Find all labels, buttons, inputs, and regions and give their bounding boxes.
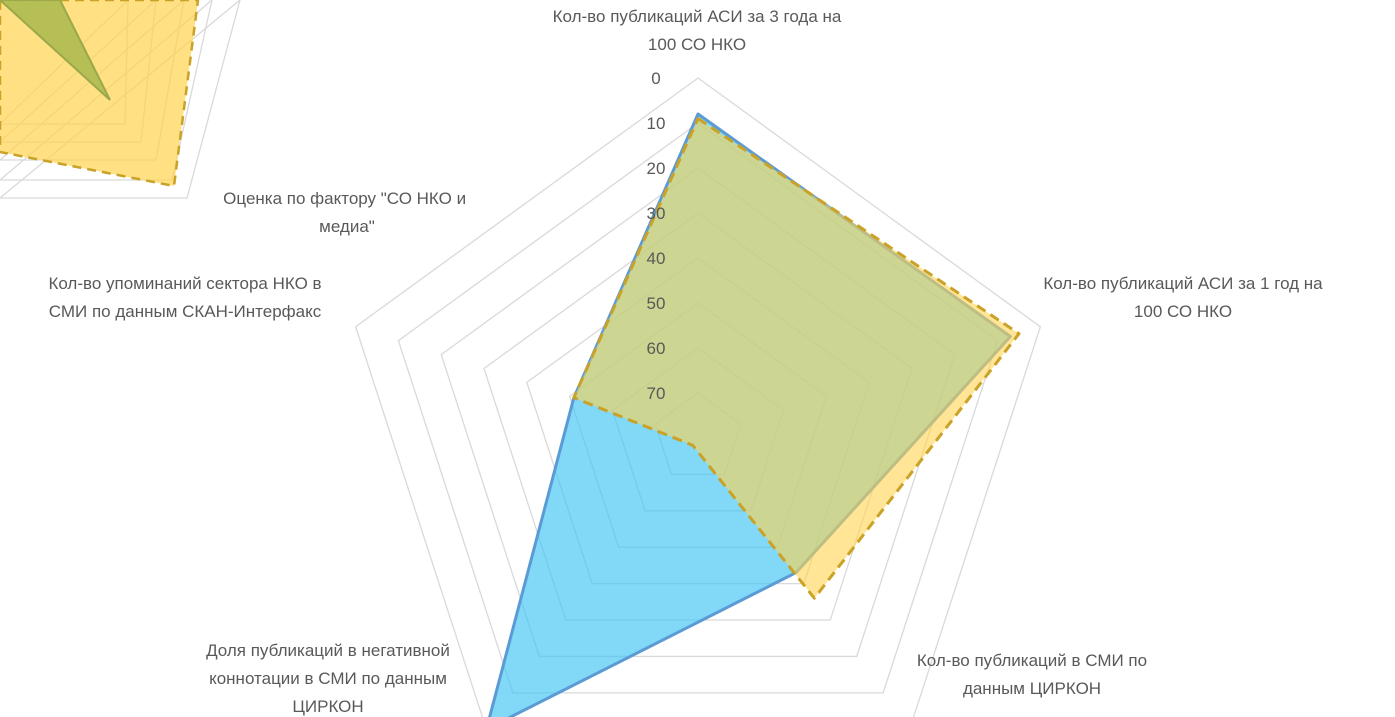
grid-ring-0 [354, 77, 1042, 717]
category-label-0: Кол-во публикаций АСИ за 3 года на 100 СО… [553, 7, 842, 54]
tick-label-30: 30 [647, 204, 666, 223]
tick-label-50: 50 [647, 294, 666, 313]
tick-label-10: 10 [647, 114, 666, 133]
tick-label-70: 70 [647, 384, 666, 403]
tick-label-20: 20 [647, 159, 666, 178]
tick-label-0: 0 [651, 69, 660, 88]
factor-score-label: Оценка по фактору "СО НКО и медиа" [223, 189, 471, 236]
tick-label-60: 60 [647, 339, 666, 358]
radial-tick-labels: 0 10 20 30 40 50 60 70 [647, 69, 666, 403]
category-labels: Кол-во публикаций АСИ за 3 года на 100 СО… [48, 7, 1323, 716]
radar-series [488, 112, 1021, 717]
tick-label-40: 40 [647, 249, 666, 268]
category-label-3: Доля публикаций в негативной коннотации в… [206, 641, 450, 716]
category-label-4: Кол-во упоминаний сектора НКО в СМИ по да… [48, 274, 321, 321]
category-label-2: Кол-во публикаций в СМИ по данным ЦИРКОН [917, 651, 1147, 698]
series-yellow-area [572, 117, 1021, 600]
partial-series-yellow [0, 0, 200, 188]
partial-series-overlap [0, 0, 111, 101]
partial-radar-chart: Оценка по фактору "СО НКО и медиа" [0, 0, 471, 236]
category-label-1: Кол-во публикаций АСИ за 1 год на 100 СО … [1043, 274, 1323, 321]
